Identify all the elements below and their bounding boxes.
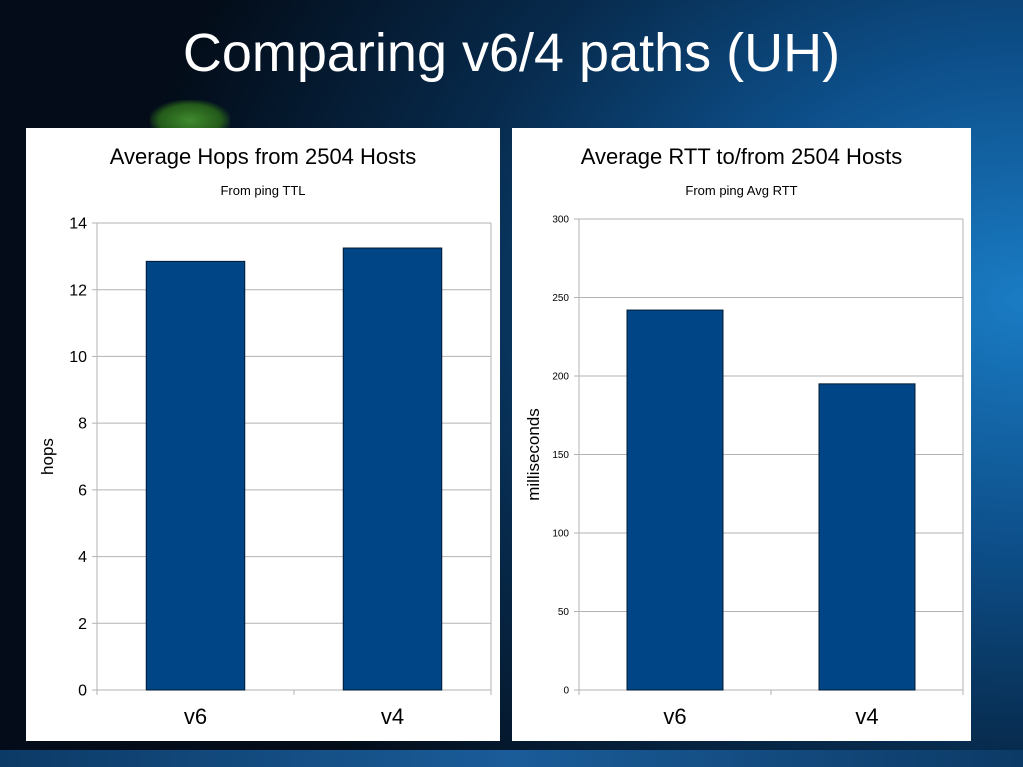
y-tick-label: 10 — [69, 349, 87, 366]
x-category-label: v6 — [663, 704, 686, 729]
y-tick-label: 14 — [69, 216, 87, 233]
chart-subtitle: From ping TTL — [220, 183, 306, 198]
rtt-chart-panel: Average RTT to/from 2504 Hosts From ping… — [512, 128, 971, 741]
y-tick-label: 2 — [78, 616, 87, 633]
y-tick-label: 250 — [552, 293, 569, 304]
y-tick-label: 0 — [78, 683, 87, 700]
bar-v4 — [818, 383, 916, 691]
y-tick-label: 6 — [78, 482, 87, 499]
y-tick-label: 200 — [552, 372, 569, 383]
y-axis-label: milliseconds — [524, 408, 543, 501]
bar-v6 — [626, 309, 724, 691]
y-tick-label: 8 — [78, 416, 87, 433]
hops-chart-svg: 0 2 4 6 8 10 12 14 v6 v4 hops — [38, 216, 492, 729]
y-axis-label: hops — [38, 438, 57, 475]
chart-subtitle: From ping Avg RTT — [685, 183, 798, 198]
x-category-label: v4 — [855, 704, 878, 729]
footer-strip — [0, 750, 1023, 767]
y-tick-label: 300 — [552, 215, 569, 226]
slide-title: Comparing v6/4 paths (UH) — [182, 23, 841, 83]
x-category-label: v6 — [184, 704, 207, 729]
x-category-label: v4 — [381, 704, 404, 729]
y-tick-label: 150 — [552, 450, 569, 461]
chart-title: Average Hops from 2504 Hosts — [109, 144, 417, 169]
chart-title: Average RTT to/from 2504 Hosts — [580, 144, 903, 169]
y-tick-label: 0 — [563, 686, 569, 697]
y-tick-label: 50 — [558, 607, 570, 618]
hops-chart-panel: Average Hops from 2504 Hosts From ping T… — [26, 128, 500, 741]
y-tick-label: 12 — [69, 282, 87, 299]
y-tick-label: 4 — [78, 549, 87, 566]
y-tick-label: 100 — [552, 529, 569, 540]
bar-v6 — [145, 260, 246, 691]
bar-v4 — [342, 247, 443, 691]
rtt-chart-svg: 0 50 100 150 200 250 300 v6 v4 milliseconds — [524, 215, 964, 729]
